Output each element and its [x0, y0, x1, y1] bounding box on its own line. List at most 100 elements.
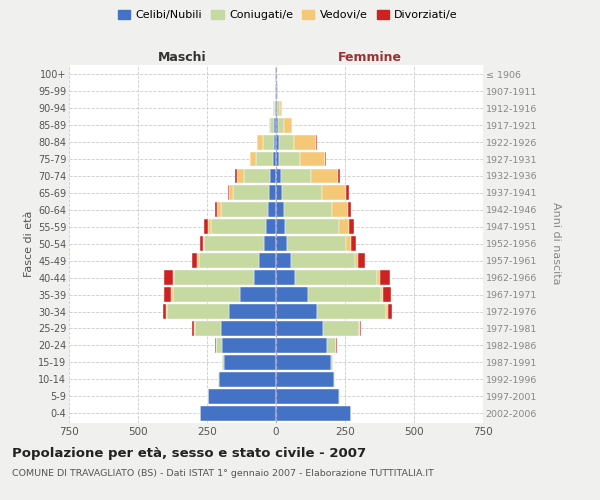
Bar — [352, 236, 356, 251]
Bar — [276, 304, 317, 319]
Bar — [254, 270, 276, 285]
Bar — [171, 287, 173, 302]
Bar — [163, 304, 166, 319]
Bar — [270, 118, 274, 132]
Text: COMUNE DI TRAVAGLIATO (BS) - Dati ISTAT 1° gennaio 2007 - Elaborazione TUTTITALI: COMUNE DI TRAVAGLIATO (BS) - Dati ISTAT … — [12, 469, 434, 478]
Bar — [276, 168, 281, 184]
Bar — [334, 372, 335, 387]
Bar — [218, 372, 220, 387]
Bar — [276, 355, 331, 370]
Bar — [276, 338, 327, 353]
Bar — [281, 168, 311, 184]
Bar — [197, 253, 199, 268]
Bar — [235, 168, 236, 184]
Bar — [272, 152, 276, 166]
Bar — [222, 338, 276, 353]
Bar — [276, 186, 282, 200]
Bar — [332, 202, 348, 218]
Bar — [276, 270, 295, 285]
Bar — [211, 220, 266, 234]
Bar — [294, 134, 316, 150]
Bar — [300, 152, 325, 166]
Bar — [349, 220, 354, 234]
Bar — [250, 152, 256, 166]
Bar — [325, 152, 326, 166]
Bar — [259, 253, 276, 268]
Bar — [287, 236, 346, 251]
Bar — [244, 168, 271, 184]
Bar — [359, 321, 360, 336]
Bar — [269, 186, 276, 200]
Bar — [285, 220, 338, 234]
Bar — [348, 202, 352, 218]
Bar — [269, 118, 270, 132]
Text: Femmine: Femmine — [338, 51, 402, 64]
Bar — [268, 202, 276, 218]
Bar — [236, 168, 244, 184]
Bar — [322, 186, 346, 200]
Bar — [276, 236, 287, 251]
Bar — [331, 355, 332, 370]
Bar — [208, 389, 276, 404]
Bar — [276, 372, 334, 387]
Bar — [217, 202, 221, 218]
Bar — [275, 101, 276, 116]
Bar — [284, 118, 292, 132]
Bar — [221, 202, 268, 218]
Bar — [338, 220, 349, 234]
Bar — [276, 202, 284, 218]
Bar — [276, 389, 340, 404]
Bar — [388, 304, 392, 319]
Bar — [204, 236, 263, 251]
Bar — [263, 236, 276, 251]
Bar — [274, 118, 276, 132]
Bar — [166, 304, 167, 319]
Bar — [291, 253, 355, 268]
Bar — [279, 134, 294, 150]
Bar — [271, 168, 276, 184]
Bar — [278, 118, 284, 132]
Bar — [308, 287, 381, 302]
Bar — [229, 304, 276, 319]
Bar — [204, 220, 208, 234]
Bar — [386, 304, 388, 319]
Y-axis label: Fasce di età: Fasce di età — [23, 210, 34, 277]
Bar — [276, 152, 280, 166]
Bar — [276, 118, 278, 132]
Bar — [280, 152, 300, 166]
Bar — [266, 220, 276, 234]
Bar — [256, 152, 272, 166]
Bar — [346, 236, 352, 251]
Bar — [167, 304, 229, 319]
Bar — [381, 287, 383, 302]
Bar — [221, 321, 276, 336]
Bar — [276, 220, 285, 234]
Bar — [276, 253, 291, 268]
Bar — [295, 270, 377, 285]
Bar — [203, 236, 204, 251]
Text: Popolazione per età, sesso e stato civile - 2007: Popolazione per età, sesso e stato civil… — [12, 446, 366, 460]
Bar — [220, 372, 276, 387]
Bar — [173, 287, 240, 302]
Bar — [276, 84, 277, 98]
Bar — [338, 168, 340, 184]
Bar — [383, 287, 391, 302]
Bar — [284, 202, 332, 218]
Bar — [192, 253, 197, 268]
Bar — [173, 270, 174, 285]
Bar — [277, 101, 280, 116]
Bar — [263, 134, 274, 150]
Bar — [216, 338, 222, 353]
Bar — [360, 321, 361, 336]
Bar — [280, 101, 283, 116]
Y-axis label: Anni di nascita: Anni di nascita — [551, 202, 561, 285]
Bar — [276, 101, 277, 116]
Bar — [194, 321, 221, 336]
Bar — [317, 304, 386, 319]
Bar — [327, 338, 336, 353]
Bar — [274, 101, 275, 116]
Bar — [323, 321, 359, 336]
Bar — [276, 321, 323, 336]
Bar — [224, 355, 276, 370]
Bar — [215, 202, 217, 218]
